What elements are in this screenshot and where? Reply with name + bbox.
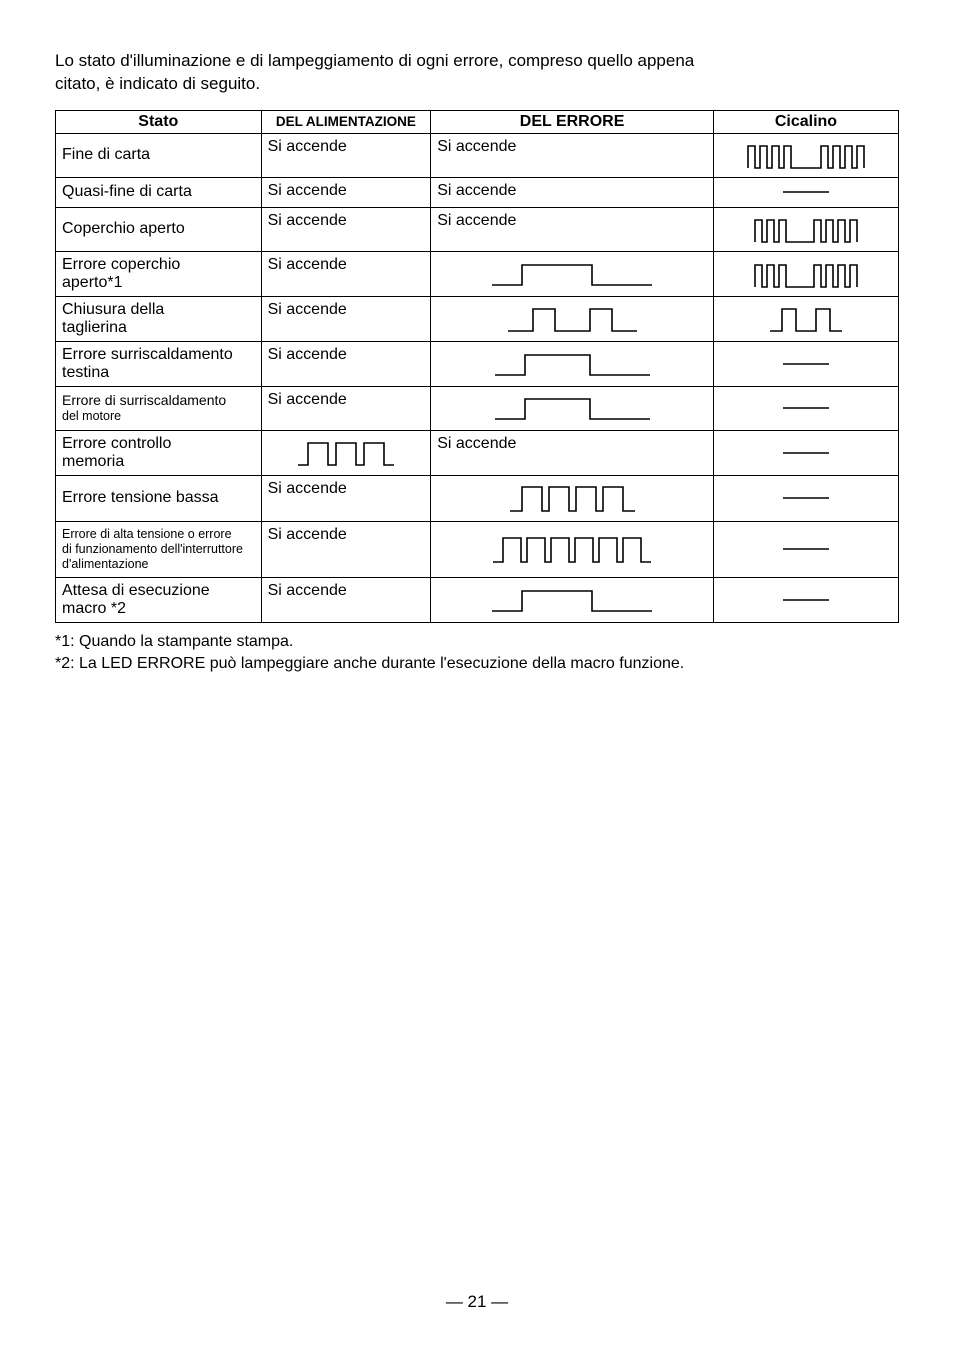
- table-row: Fine di cartaSi accendeSi accende: [56, 133, 899, 177]
- state-name: Chiusura dellataglierina: [56, 296, 262, 341]
- errore-cell: Si accende: [431, 430, 714, 475]
- cicalino-cell: [713, 475, 898, 521]
- table-row: Quasi-fine di cartaSi accendeSi accende: [56, 177, 899, 207]
- header-stato: Stato: [56, 110, 262, 133]
- intro-line1: Lo stato d'illuminazione e di lampeggiam…: [55, 51, 694, 70]
- status-table: Stato DEL ALIMENTAZIONE DEL ERRORE Cical…: [55, 110, 899, 623]
- alim-cell: Si accende: [261, 177, 431, 207]
- alim-cell: Si accende: [261, 296, 431, 341]
- state-name: Errore coperchioaperto*1: [56, 251, 262, 296]
- table-row: Errore surriscaldamentotestinaSi accende: [56, 341, 899, 386]
- alim-cell: Si accende: [261, 341, 431, 386]
- table-row: Errore di alta tensione o erroredi funzi…: [56, 521, 899, 577]
- cicalino-cell: [713, 430, 898, 475]
- alim-cell: Si accende: [261, 521, 431, 577]
- alim-cell: Si accende: [261, 133, 431, 177]
- state-name: Errore di surriscaldamentodel motore: [56, 386, 262, 430]
- cicalino-cell: [713, 207, 898, 251]
- header-errore: DEL ERRORE: [431, 110, 714, 133]
- errore-cell: Si accende: [431, 207, 714, 251]
- table-row: Errore tensione bassaSi accende: [56, 475, 899, 521]
- note-1: *1: Quando la stampante stampa.: [55, 631, 899, 653]
- cicalino-cell: [713, 296, 898, 341]
- intro-line2: citato, è indicato di seguito.: [55, 74, 260, 93]
- table-row: Errore controllomemoria Si accende: [56, 430, 899, 475]
- cicalino-cell: [713, 521, 898, 577]
- alim-cell: Si accende: [261, 577, 431, 622]
- alim-cell: Si accende: [261, 251, 431, 296]
- cicalino-cell: [713, 251, 898, 296]
- errore-cell: [431, 296, 714, 341]
- state-name: Quasi-fine di carta: [56, 177, 262, 207]
- state-name: Fine di carta: [56, 133, 262, 177]
- alim-cell: [261, 430, 431, 475]
- errore-cell: [431, 341, 714, 386]
- table-row: Attesa di esecuzionemacro *2Si accende: [56, 577, 899, 622]
- alim-cell: Si accende: [261, 207, 431, 251]
- cicalino-cell: [713, 577, 898, 622]
- intro-text: Lo stato d'illuminazione e di lampeggiam…: [55, 50, 899, 96]
- alim-cell: Si accende: [261, 475, 431, 521]
- errore-cell: [431, 577, 714, 622]
- cicalino-cell: [713, 177, 898, 207]
- cicalino-cell: [713, 341, 898, 386]
- state-name: Errore surriscaldamentotestina: [56, 341, 262, 386]
- note-2: *2: La LED ERRORE può lampeggiare anche …: [55, 653, 899, 675]
- state-name: Errore controllomemoria: [56, 430, 262, 475]
- alim-cell: Si accende: [261, 386, 431, 430]
- errore-cell: Si accende: [431, 177, 714, 207]
- state-name: Errore tensione bassa: [56, 475, 262, 521]
- header-cicalino: Cicalino: [713, 110, 898, 133]
- footnotes: *1: Quando la stampante stampa. *2: La L…: [55, 631, 899, 676]
- errore-cell: Si accende: [431, 133, 714, 177]
- table-row: Errore di surriscaldamentodel motoreSi a…: [56, 386, 899, 430]
- header-alim: DEL ALIMENTAZIONE: [261, 110, 431, 133]
- state-name: Errore di alta tensione o erroredi funzi…: [56, 521, 262, 577]
- page-number: — 21 —: [0, 1292, 954, 1312]
- table-row: Errore coperchioaperto*1Si accende: [56, 251, 899, 296]
- cicalino-cell: [713, 386, 898, 430]
- cicalino-cell: [713, 133, 898, 177]
- errore-cell: [431, 386, 714, 430]
- table-row: Coperchio apertoSi accendeSi accende: [56, 207, 899, 251]
- errore-cell: [431, 251, 714, 296]
- table-row: Chiusura dellataglierinaSi accende: [56, 296, 899, 341]
- errore-cell: [431, 475, 714, 521]
- state-name: Attesa di esecuzionemacro *2: [56, 577, 262, 622]
- state-name: Coperchio aperto: [56, 207, 262, 251]
- errore-cell: [431, 521, 714, 577]
